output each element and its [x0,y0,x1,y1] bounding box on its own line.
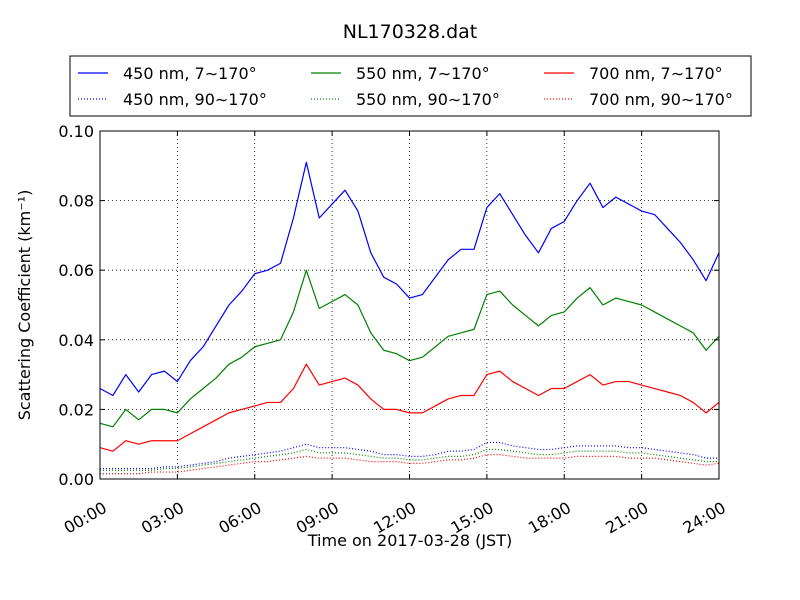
legend-entry-label: 450 nm, 90∼170° [123,90,267,109]
x-tick-label: 06:00 [215,498,264,538]
y-tick-label: 0.02 [58,400,94,419]
legend-entry-label: 550 nm, 90∼170° [356,90,500,109]
x-tick-label: 18:00 [525,498,574,538]
x-tick-label: 00:00 [61,498,110,538]
series-line-1 [100,441,719,470]
series-line-4 [99,363,720,452]
y-tick-label: 0.04 [58,331,94,350]
grid-lines [100,131,719,479]
x-axis-label: Time on 2017-03-28 (JST) [307,531,512,550]
legend-entry-label: 700 nm, 90∼170° [589,90,733,109]
series-line-0 [99,161,720,397]
axis-ticks: 00:00 03:00 06:00 09:00 12:00 15:00 18:00 21:00… [58,122,729,538]
series-line-2 [99,269,720,428]
series-line-3 [100,448,719,471]
y-axis-label: Scattering Coefficient (km⁻¹) [15,190,34,421]
legend: 450 nm, 7∼170° 450 nm, 90∼170° 550 nm, 7∼1… [78,64,733,109]
chart-title: NL170328.dat [343,21,478,43]
y-tick-label: 0.06 [58,261,94,280]
y-tick-label: 0.10 [58,122,94,141]
legend-entry-label: 550 nm, 7∼170° [356,64,490,83]
series-lines [99,161,720,475]
legend-entry-label: 700 nm, 7∼170° [589,64,723,83]
legend-entry-label: 450 nm, 7∼170° [123,64,257,83]
x-tick-label: 03:00 [138,498,187,538]
x-tick-label: 24:00 [680,498,729,538]
y-tick-label: 0.00 [58,470,94,489]
x-tick-label: 21:00 [602,498,651,538]
y-tick-label: 0.08 [58,192,94,211]
legend-box [69,55,752,117]
